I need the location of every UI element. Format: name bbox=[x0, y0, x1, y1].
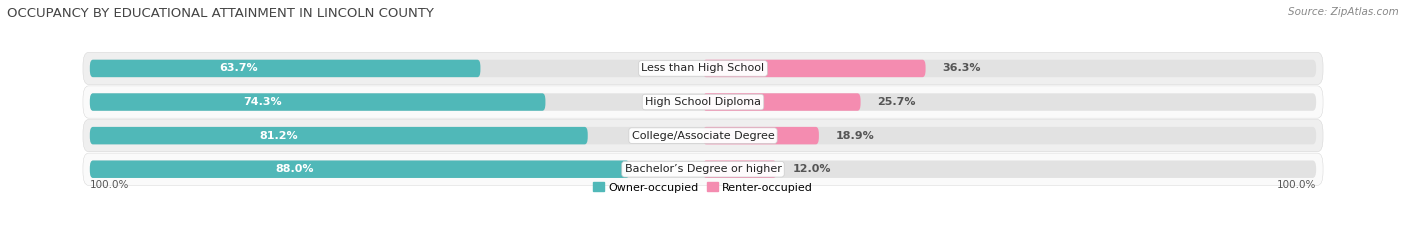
FancyBboxPatch shape bbox=[703, 127, 818, 144]
Text: Bachelor’s Degree or higher: Bachelor’s Degree or higher bbox=[624, 164, 782, 174]
Legend: Owner-occupied, Renter-occupied: Owner-occupied, Renter-occupied bbox=[589, 178, 817, 197]
Text: Source: ZipAtlas.com: Source: ZipAtlas.com bbox=[1288, 7, 1399, 17]
FancyBboxPatch shape bbox=[90, 161, 630, 178]
Text: 100.0%: 100.0% bbox=[90, 180, 129, 190]
Text: 81.2%: 81.2% bbox=[260, 131, 298, 141]
Text: Less than High School: Less than High School bbox=[641, 63, 765, 73]
FancyBboxPatch shape bbox=[90, 60, 1316, 77]
Text: 36.3%: 36.3% bbox=[942, 63, 980, 73]
Text: 12.0%: 12.0% bbox=[793, 164, 831, 174]
FancyBboxPatch shape bbox=[90, 127, 1316, 144]
Text: High School Diploma: High School Diploma bbox=[645, 97, 761, 107]
FancyBboxPatch shape bbox=[90, 60, 481, 77]
FancyBboxPatch shape bbox=[90, 93, 1316, 111]
FancyBboxPatch shape bbox=[83, 52, 1323, 85]
Text: 74.3%: 74.3% bbox=[243, 97, 283, 107]
Text: College/Associate Degree: College/Associate Degree bbox=[631, 131, 775, 141]
Text: 88.0%: 88.0% bbox=[276, 164, 314, 174]
FancyBboxPatch shape bbox=[703, 60, 925, 77]
FancyBboxPatch shape bbox=[83, 153, 1323, 185]
FancyBboxPatch shape bbox=[83, 120, 1323, 152]
FancyBboxPatch shape bbox=[703, 93, 860, 111]
FancyBboxPatch shape bbox=[703, 161, 776, 178]
Text: 63.7%: 63.7% bbox=[219, 63, 257, 73]
Text: 25.7%: 25.7% bbox=[877, 97, 915, 107]
FancyBboxPatch shape bbox=[83, 86, 1323, 118]
FancyBboxPatch shape bbox=[90, 93, 546, 111]
Text: OCCUPANCY BY EDUCATIONAL ATTAINMENT IN LINCOLN COUNTY: OCCUPANCY BY EDUCATIONAL ATTAINMENT IN L… bbox=[7, 7, 434, 20]
FancyBboxPatch shape bbox=[90, 161, 1316, 178]
FancyBboxPatch shape bbox=[90, 127, 588, 144]
Text: 100.0%: 100.0% bbox=[1277, 180, 1316, 190]
Text: 18.9%: 18.9% bbox=[835, 131, 875, 141]
